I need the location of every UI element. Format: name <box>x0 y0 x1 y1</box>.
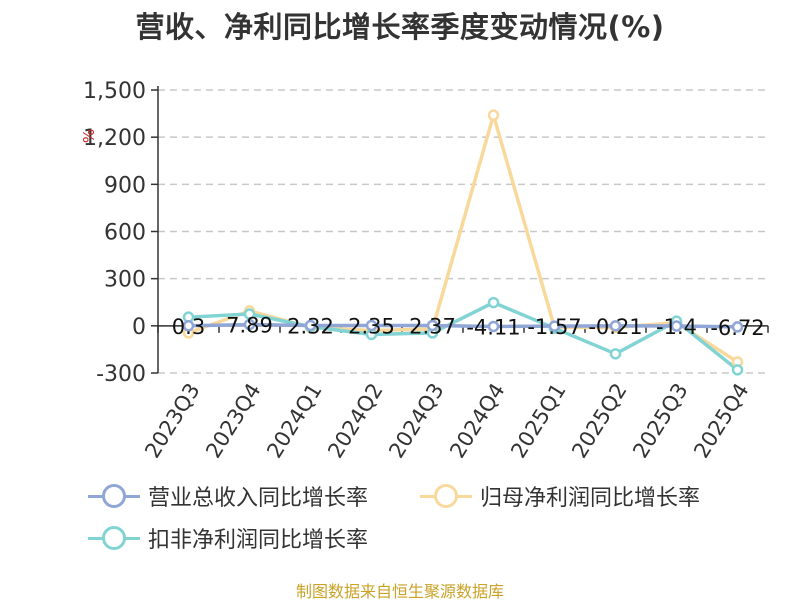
legend-label-revenue: 营业总收入同比增长率 <box>148 486 369 511</box>
series-points <box>182 109 744 376</box>
data-point <box>609 348 622 360</box>
y-tick-label: 1,500 <box>83 79 146 104</box>
x-tick-label: 2023Q4 <box>201 379 266 462</box>
series-lines <box>187 113 739 372</box>
data-point <box>365 319 378 332</box>
data-label: 2.32 <box>287 314 334 338</box>
data-label: -6.72 <box>710 316 764 340</box>
data-label: -4.11 <box>466 315 520 339</box>
legend-label-deducted-profit: 扣非净利润同比增长率 <box>148 528 369 553</box>
data-label: 7.89 <box>226 314 273 338</box>
data-label: -1.57 <box>527 315 581 339</box>
x-tick-label: 2025Q1 <box>506 379 571 462</box>
data-point <box>731 364 744 376</box>
series-line <box>188 322 738 329</box>
chart-title: 营收、净利同比增长率季度变动情况(%) <box>135 10 665 44</box>
x-tick-label: 2024Q2 <box>323 379 388 462</box>
y-tick-label: 1,200 <box>83 126 146 151</box>
data-point <box>670 320 683 332</box>
legend-key-revenue-icon <box>88 484 140 508</box>
legend-item-net-profit[interactable]: 归母净利润同比增长率 <box>420 480 700 512</box>
series-line <box>188 300 739 372</box>
x-tick-label: 2024Q1 <box>262 379 327 462</box>
data-point <box>609 320 622 332</box>
x-tick-label: 2024Q4 <box>445 379 510 462</box>
data-labels: 0.3 7.89 2.32 2.35 2.37 -4.11 -1.57 -0.21 -1.4 -6… <box>172 314 765 340</box>
data-point <box>426 319 439 332</box>
data-point <box>487 296 500 309</box>
legend-label-net-profit: 归母净利润同比增长率 <box>480 486 701 511</box>
source-note: 制图数据来自恒生聚源数据库 <box>295 582 504 601</box>
data-point <box>731 321 744 333</box>
data-point <box>487 109 500 121</box>
y-tick-label: 300 <box>104 268 146 293</box>
legend-key-deducted-profit-icon <box>88 526 140 550</box>
data-point <box>243 318 256 331</box>
y-tick-label: 600 <box>104 221 146 246</box>
data-label: 2.35 <box>348 314 395 338</box>
x-tick-label: 2023Q3 <box>140 379 205 462</box>
data-point <box>182 320 195 332</box>
x-tick-label: 2025Q3 <box>628 379 693 462</box>
x-tick-label: 2025Q4 <box>689 379 754 462</box>
data-label: 2.37 <box>409 314 456 338</box>
data-point <box>548 320 561 332</box>
data-point <box>487 320 500 333</box>
x-tick-label: 2025Q2 <box>567 379 632 462</box>
x-tick-label: 2024Q3 <box>384 379 449 462</box>
y-tick-label: -300 <box>96 362 146 387</box>
legend-item-deducted-profit[interactable]: 扣非净利润同比增长率 <box>88 522 368 554</box>
data-label: 0.3 <box>172 315 205 339</box>
data-point <box>304 319 317 332</box>
legend-item-revenue[interactable]: 营业总收入同比增长率 <box>88 480 368 512</box>
data-label: -1.4 <box>656 315 697 339</box>
data-point <box>243 308 256 320</box>
y-tick-label: 900 <box>104 173 146 198</box>
y-tick-label: 0 <box>132 315 146 340</box>
legend-key-net-profit-icon <box>420 484 472 508</box>
data-label: -0.21 <box>588 315 642 339</box>
y-axis-label: % <box>80 129 98 143</box>
